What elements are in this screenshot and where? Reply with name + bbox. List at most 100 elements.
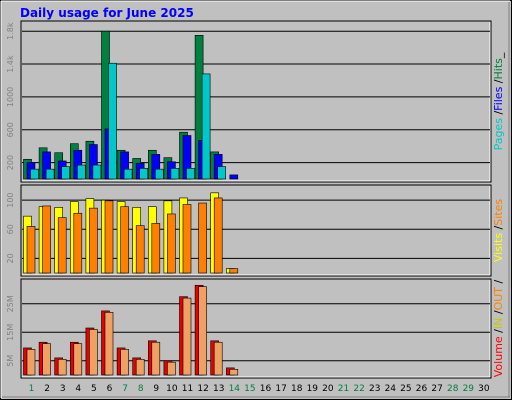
legend-entry: Visits (492, 233, 505, 262)
legend-entry: OUT (492, 287, 505, 311)
legend-entry: / (492, 79, 505, 86)
bar-out-day-2 (42, 343, 51, 376)
day-label-23: 23 (369, 384, 380, 394)
bar-out-day-9 (151, 341, 161, 376)
bar-pages-day-10 (170, 168, 180, 180)
day-label-2: 2 (44, 384, 50, 394)
legend-hits: Pages /Files /Hits_ (492, 52, 505, 150)
day-label-14: 14 (229, 384, 241, 394)
bar-sites-day-8 (135, 225, 145, 274)
legend-entry: / (492, 329, 505, 336)
legend-entry: / (492, 225, 505, 232)
bar-sites-day-4 (73, 212, 83, 274)
bar-pages-day-1 (30, 168, 39, 180)
legend-entry: / (492, 279, 505, 286)
bar-sites-day-2 (42, 205, 51, 274)
day-label-6: 6 (107, 384, 113, 394)
bar-sites-day-6 (104, 200, 114, 274)
bar-out-day-14 (229, 369, 239, 376)
series-pages (30, 62, 226, 180)
day-label-16: 16 (260, 384, 272, 394)
day-label-24: 24 (385, 384, 397, 394)
bar-sites-day-7 (120, 206, 129, 274)
bar-pages-day-4 (77, 164, 86, 180)
day-label-9: 9 (153, 384, 159, 394)
day-label-19: 19 (307, 384, 319, 394)
bar-pages-day-6 (108, 62, 117, 180)
y-tick-label: 100 (6, 192, 15, 207)
day-label-29: 29 (463, 384, 475, 394)
bar-sites-day-3 (57, 217, 67, 274)
bar-pages-day-5 (92, 164, 102, 180)
legend-entry: IN (492, 318, 505, 329)
day-label-4: 4 (75, 384, 81, 394)
bar-out-day-3 (57, 359, 67, 376)
bar-pages-day-13 (217, 166, 226, 180)
y-tick-label: 25M (6, 295, 15, 312)
y-tick-label: 5M (6, 355, 15, 367)
y-tick-label: 15M (6, 324, 15, 341)
bar-out-day-5 (89, 329, 98, 376)
day-label-20: 20 (322, 384, 334, 394)
y-tick-label: 1.8k (6, 22, 15, 40)
day-label-28: 28 (447, 384, 459, 394)
plot-area (20, 20, 492, 183)
plot-area (20, 278, 492, 379)
legend-entry: Files (492, 86, 505, 110)
day-label-5: 5 (91, 384, 97, 394)
legend-entry: / (492, 111, 505, 118)
bar-pages-day-3 (61, 166, 71, 180)
bar-out-day-11 (182, 297, 192, 376)
panel-visits: 20 60 100 Visits /Sites (6, 184, 505, 277)
bar-out-day-12 (198, 286, 207, 376)
day-label-26: 26 (416, 384, 428, 394)
day-label-13: 13 (213, 384, 224, 394)
bar-out-day-10 (167, 361, 176, 376)
bar-out-day-7 (120, 349, 129, 376)
day-label-21: 21 (338, 384, 349, 394)
bar-sites-day-10 (167, 213, 176, 274)
bar-out-day-1 (26, 349, 36, 376)
bar-pages-day-11 (186, 168, 195, 180)
bar-out-day-4 (73, 343, 83, 376)
y-tick-label: 60 (6, 224, 15, 234)
day-label-11: 11 (182, 384, 193, 394)
bar-files-day-14 (229, 174, 239, 180)
day-label-17: 17 (275, 384, 286, 394)
bar-sites-day-1 (26, 226, 36, 274)
chart-title: Daily usage for June 2025 (20, 6, 194, 20)
bar-out-day-6 (104, 312, 114, 376)
day-label-25: 25 (400, 384, 411, 394)
bar-pages-day-7 (123, 168, 133, 180)
bar-sites-day-5 (89, 207, 98, 274)
bar-pages-day-2 (45, 168, 55, 180)
bar-sites-day-14 (229, 268, 239, 274)
bar-sites-day-12 (198, 202, 207, 274)
y-tick-label: 20 (6, 253, 15, 263)
bar-pages-day-9 (155, 168, 164, 180)
day-label-10: 10 (166, 384, 178, 394)
legend-volume: Volume /IN /OUT / (492, 279, 505, 377)
day-label-15: 15 (244, 384, 255, 394)
day-label-1: 1 (29, 384, 35, 394)
bar-out-day-8 (135, 359, 145, 376)
day-label-3: 3 (60, 384, 66, 394)
y-tick-label: 600 (6, 122, 15, 137)
bar-out-day-13 (213, 341, 223, 376)
legend-entry: / (492, 310, 505, 317)
series-sites (26, 197, 239, 274)
bar-sites-day-13 (213, 197, 223, 274)
series-out (26, 286, 239, 376)
day-label-18: 18 (291, 384, 303, 394)
x-axis-day-labels: 1 2 3 4 5 6 7 8 9 10 11 12 13 14 15 16 17 18 19 20 21 22 23 24 2… (29, 384, 490, 394)
legend-entry: Volume (492, 336, 505, 377)
day-label-22: 22 (353, 384, 364, 394)
legend-entry: Sites (492, 199, 505, 226)
day-label-12: 12 (197, 384, 208, 394)
legend-entry: _ (492, 52, 505, 59)
day-label-30: 30 (478, 384, 490, 394)
bar-sites-day-9 (151, 223, 161, 274)
legend-entry: Pages (492, 118, 505, 151)
